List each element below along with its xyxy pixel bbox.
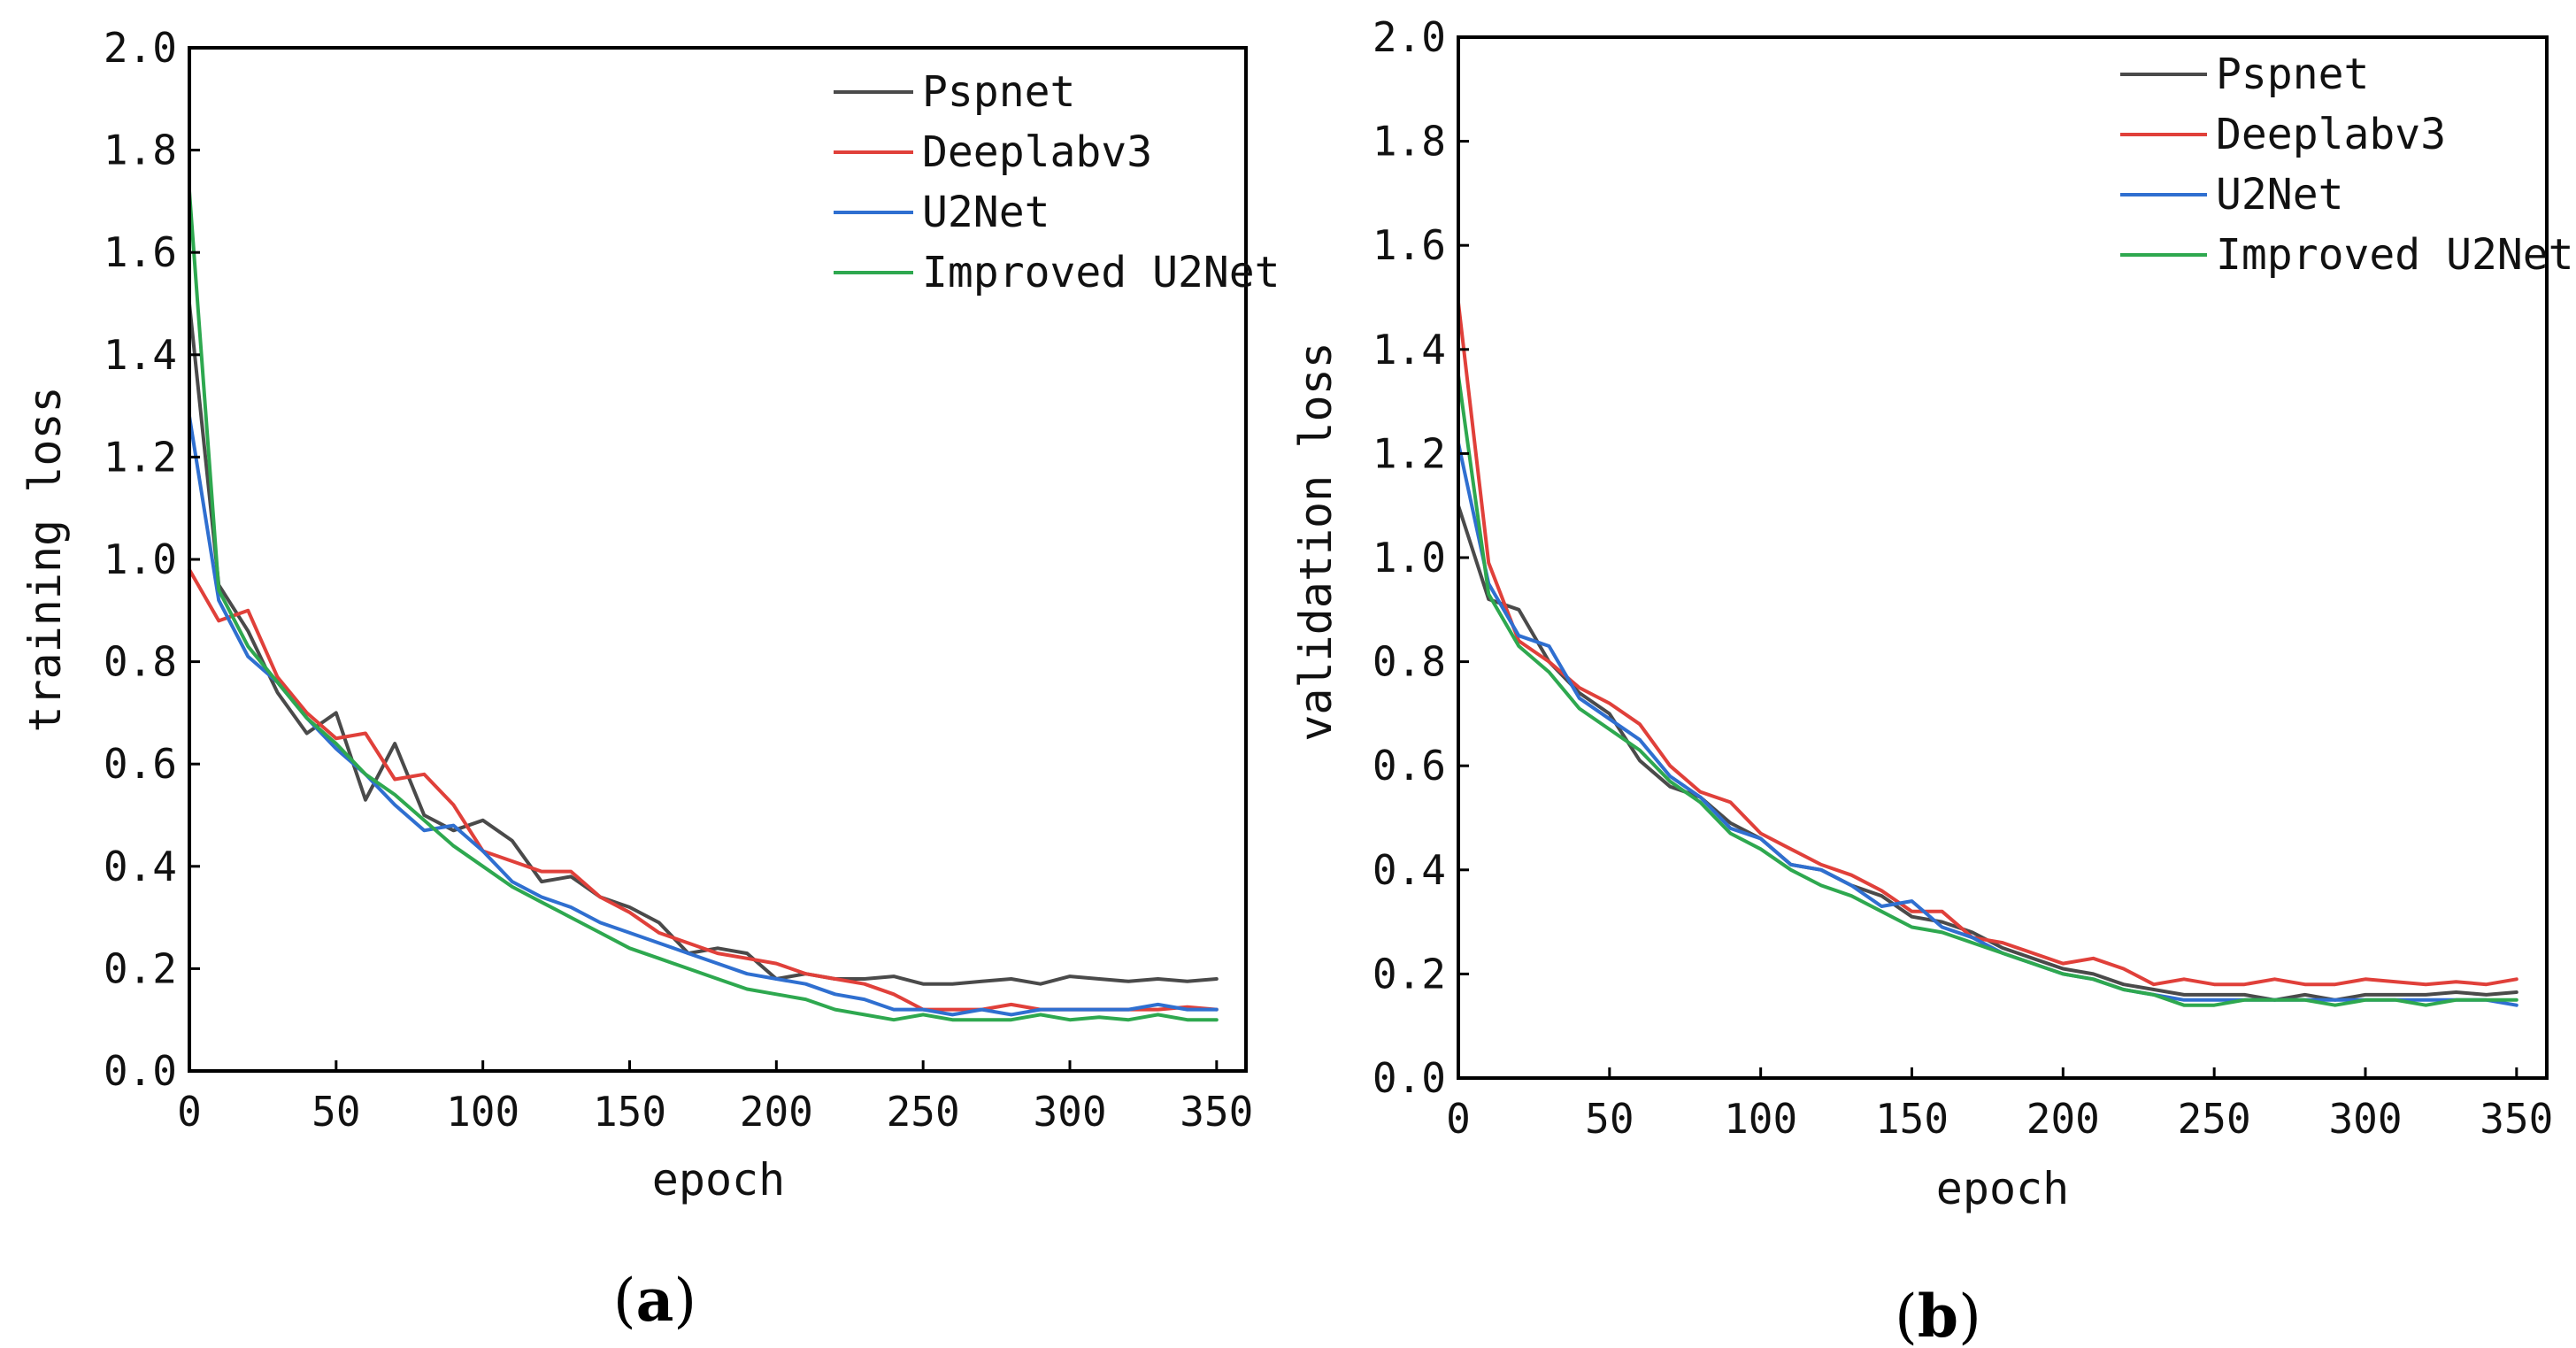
x-tick-label: 250 <box>2178 1095 2251 1143</box>
series-line-improved-u2net <box>1457 374 2518 1007</box>
series-line-deeplabv3 <box>1457 300 2518 987</box>
y-tick-label: 0.0 <box>1373 1054 1446 1102</box>
chart-panel-a: 0.0 0.2 0.4 0.6 0.8 1.0 1.2 1.4 1.6 1.8 2.0 0 50 100 1… <box>19 24 1280 1335</box>
legend-label: Deeplabv3 <box>922 127 1152 177</box>
series-line-u2net <box>188 414 1219 1017</box>
caption-open: ( <box>613 1267 636 1335</box>
x-tick-label: 50 <box>311 1088 360 1136</box>
x-axis-label: epoch <box>1936 1163 2070 1214</box>
series-group <box>188 189 1219 1022</box>
y-tick-label: 0.6 <box>1373 742 1446 790</box>
legend-label: Pspnet <box>2216 50 2369 99</box>
x-tick-label: 350 <box>2480 1095 2553 1143</box>
x-tick-label: 300 <box>2328 1095 2402 1143</box>
x-axis-label: epoch <box>652 1154 786 1205</box>
plot-frame <box>1457 35 2549 1080</box>
y-tick-label: 0.6 <box>104 740 177 788</box>
y-tick-label: 1.8 <box>1373 118 1446 166</box>
x-tick-label: 0 <box>177 1088 202 1136</box>
series-line-improved-u2net <box>188 189 1219 1022</box>
x-tick-label: 100 <box>446 1088 519 1136</box>
x-tick-label: 150 <box>593 1088 666 1136</box>
y-tick-label: 1.0 <box>104 535 177 583</box>
legend-label: Improved U2Net <box>922 248 1280 297</box>
caption-close: ) <box>1958 1283 1981 1348</box>
legend-label: Deeplabv3 <box>2216 110 2446 159</box>
x-tick-label: 0 <box>1446 1095 1471 1143</box>
legend-label: Pspnet <box>922 67 1075 117</box>
y-tick-label: 1.2 <box>1373 429 1446 477</box>
x-tick-label: 350 <box>1180 1088 1253 1136</box>
x-tick-label: 200 <box>2026 1095 2100 1143</box>
legend: Pspnet Deeplabv3 U2Net Improved U2Net <box>2120 50 2574 280</box>
caption-letter: b <box>1918 1282 1958 1348</box>
y-tick-label: 0.8 <box>1373 638 1446 686</box>
y-tick-label: 1.6 <box>1373 221 1446 269</box>
plot-frame <box>188 46 1248 1073</box>
legend: Pspnet Deeplabv3 U2Net Improved U2Net <box>834 67 1280 297</box>
y-tick-label: 0.2 <box>104 944 177 992</box>
series-line-deeplabv3 <box>188 567 1219 1012</box>
y-tick-label: 1.6 <box>104 228 177 276</box>
y-tick-label: 1.2 <box>104 433 177 481</box>
y-tick-label: 0.4 <box>104 843 177 890</box>
series-group <box>1457 300 2518 1007</box>
x-tick-label: 300 <box>1033 1088 1106 1136</box>
y-tick-label: 1.4 <box>1373 326 1446 374</box>
y-tick-label: 1.0 <box>1373 534 1446 582</box>
y-tick-label: 2.0 <box>1373 13 1446 61</box>
x-tick-label: 50 <box>1585 1095 1634 1143</box>
y-tick-label: 1.4 <box>104 331 177 379</box>
y-tick-label: 2.0 <box>104 24 177 72</box>
x-tick-label: 250 <box>887 1088 960 1136</box>
series-line-pspnet <box>1457 504 2518 1002</box>
legend-label: U2Net <box>2216 170 2344 220</box>
y-tick-label: 1.8 <box>104 127 177 174</box>
y-tick-label: 0.8 <box>104 638 177 686</box>
y-tick-label: 0.4 <box>1373 846 1446 894</box>
y-tick-label: 0.0 <box>104 1047 177 1095</box>
y-axis-label: validation loss <box>1290 342 1342 742</box>
legend-label: Improved U2Net <box>2216 230 2574 280</box>
legend-label: U2Net <box>922 188 1050 237</box>
caption-letter: a <box>636 1266 674 1335</box>
panel-caption: (b) <box>1895 1282 1981 1348</box>
y-tick-label: 0.2 <box>1373 950 1446 998</box>
panel-caption: (a) <box>613 1266 696 1335</box>
x-tick-label: 150 <box>1875 1095 1949 1143</box>
caption-close: ) <box>673 1267 696 1335</box>
series-line-u2net <box>1457 441 2518 1007</box>
series-line-pspnet <box>188 302 1219 986</box>
y-axis-label: training loss <box>19 386 71 732</box>
x-tick-label: 100 <box>1724 1095 1797 1143</box>
chart-panel-b: 0.0 0.2 0.4 0.6 0.8 1.0 1.2 1.4 1.6 1.8 2.0 0 50 100 1… <box>1290 13 2574 1348</box>
caption-open: ( <box>1895 1283 1918 1348</box>
x-tick-label: 200 <box>740 1088 813 1136</box>
